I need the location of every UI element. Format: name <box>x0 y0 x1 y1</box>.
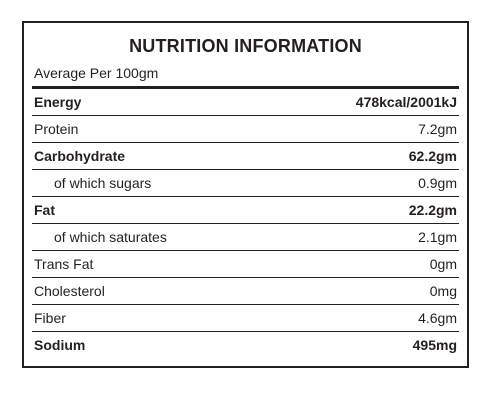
nutrient-value: 495mg <box>412 337 457 353</box>
nutrient-label: Fiber <box>34 310 66 326</box>
nutrient-label: of which sugars <box>54 175 152 191</box>
nutrient-row-fiber: Fiber 4.6gm <box>32 305 459 332</box>
nutrient-label: Trans Fat <box>34 256 94 272</box>
nutrient-value: 0gm <box>429 256 457 272</box>
nutrient-table: Energy 478kcal/2001kJ Protein 7.2gm Carb… <box>32 89 459 359</box>
nutrient-value: 4.6gm <box>418 310 457 326</box>
nutrient-value: 7.2gm <box>418 121 457 137</box>
panel-title: NUTRITION INFORMATION <box>129 36 362 56</box>
nutrient-value: 2.1gm <box>418 229 457 245</box>
nutrient-label: Cholesterol <box>34 283 105 299</box>
nutrient-row-trans-fat: Trans Fat 0gm <box>32 251 459 278</box>
nutrient-label: Fat <box>34 202 55 218</box>
nutrient-value: 22.2gm <box>408 202 457 218</box>
nutrient-row-sodium: Sodium 495mg <box>32 332 459 359</box>
nutrient-label: Sodium <box>34 337 86 353</box>
nutrient-row-sugars: of which sugars 0.9gm <box>32 170 459 197</box>
nutrient-row-cholesterol: Cholesterol 0mg <box>32 278 459 305</box>
nutrient-label: Energy <box>34 94 82 110</box>
nutrient-row-protein: Protein 7.2gm <box>32 116 459 143</box>
nutrient-row-energy: Energy 478kcal/2001kJ <box>32 89 459 116</box>
header-divider <box>32 86 459 89</box>
nutrient-value: 478kcal/2001kJ <box>355 94 457 110</box>
nutrient-row-fat: Fat 22.2gm <box>32 197 459 224</box>
nutrient-label: of which saturates <box>54 229 167 245</box>
nutrient-row-carbohydrate: Carbohydrate 62.2gm <box>32 143 459 170</box>
nutrient-label: Carbohydrate <box>34 148 126 164</box>
nutrient-value: 0.9gm <box>418 175 457 191</box>
panel-subtitle: Average Per 100gm <box>34 65 159 81</box>
nutrient-label: Protein <box>34 121 79 137</box>
nutrition-panel: NUTRITION INFORMATION Average Per 100gm … <box>22 21 469 368</box>
nutrient-value: 62.2gm <box>408 148 457 164</box>
nutrient-value: 0mg <box>429 283 457 299</box>
nutrient-row-saturates: of which saturates 2.1gm <box>32 224 459 251</box>
